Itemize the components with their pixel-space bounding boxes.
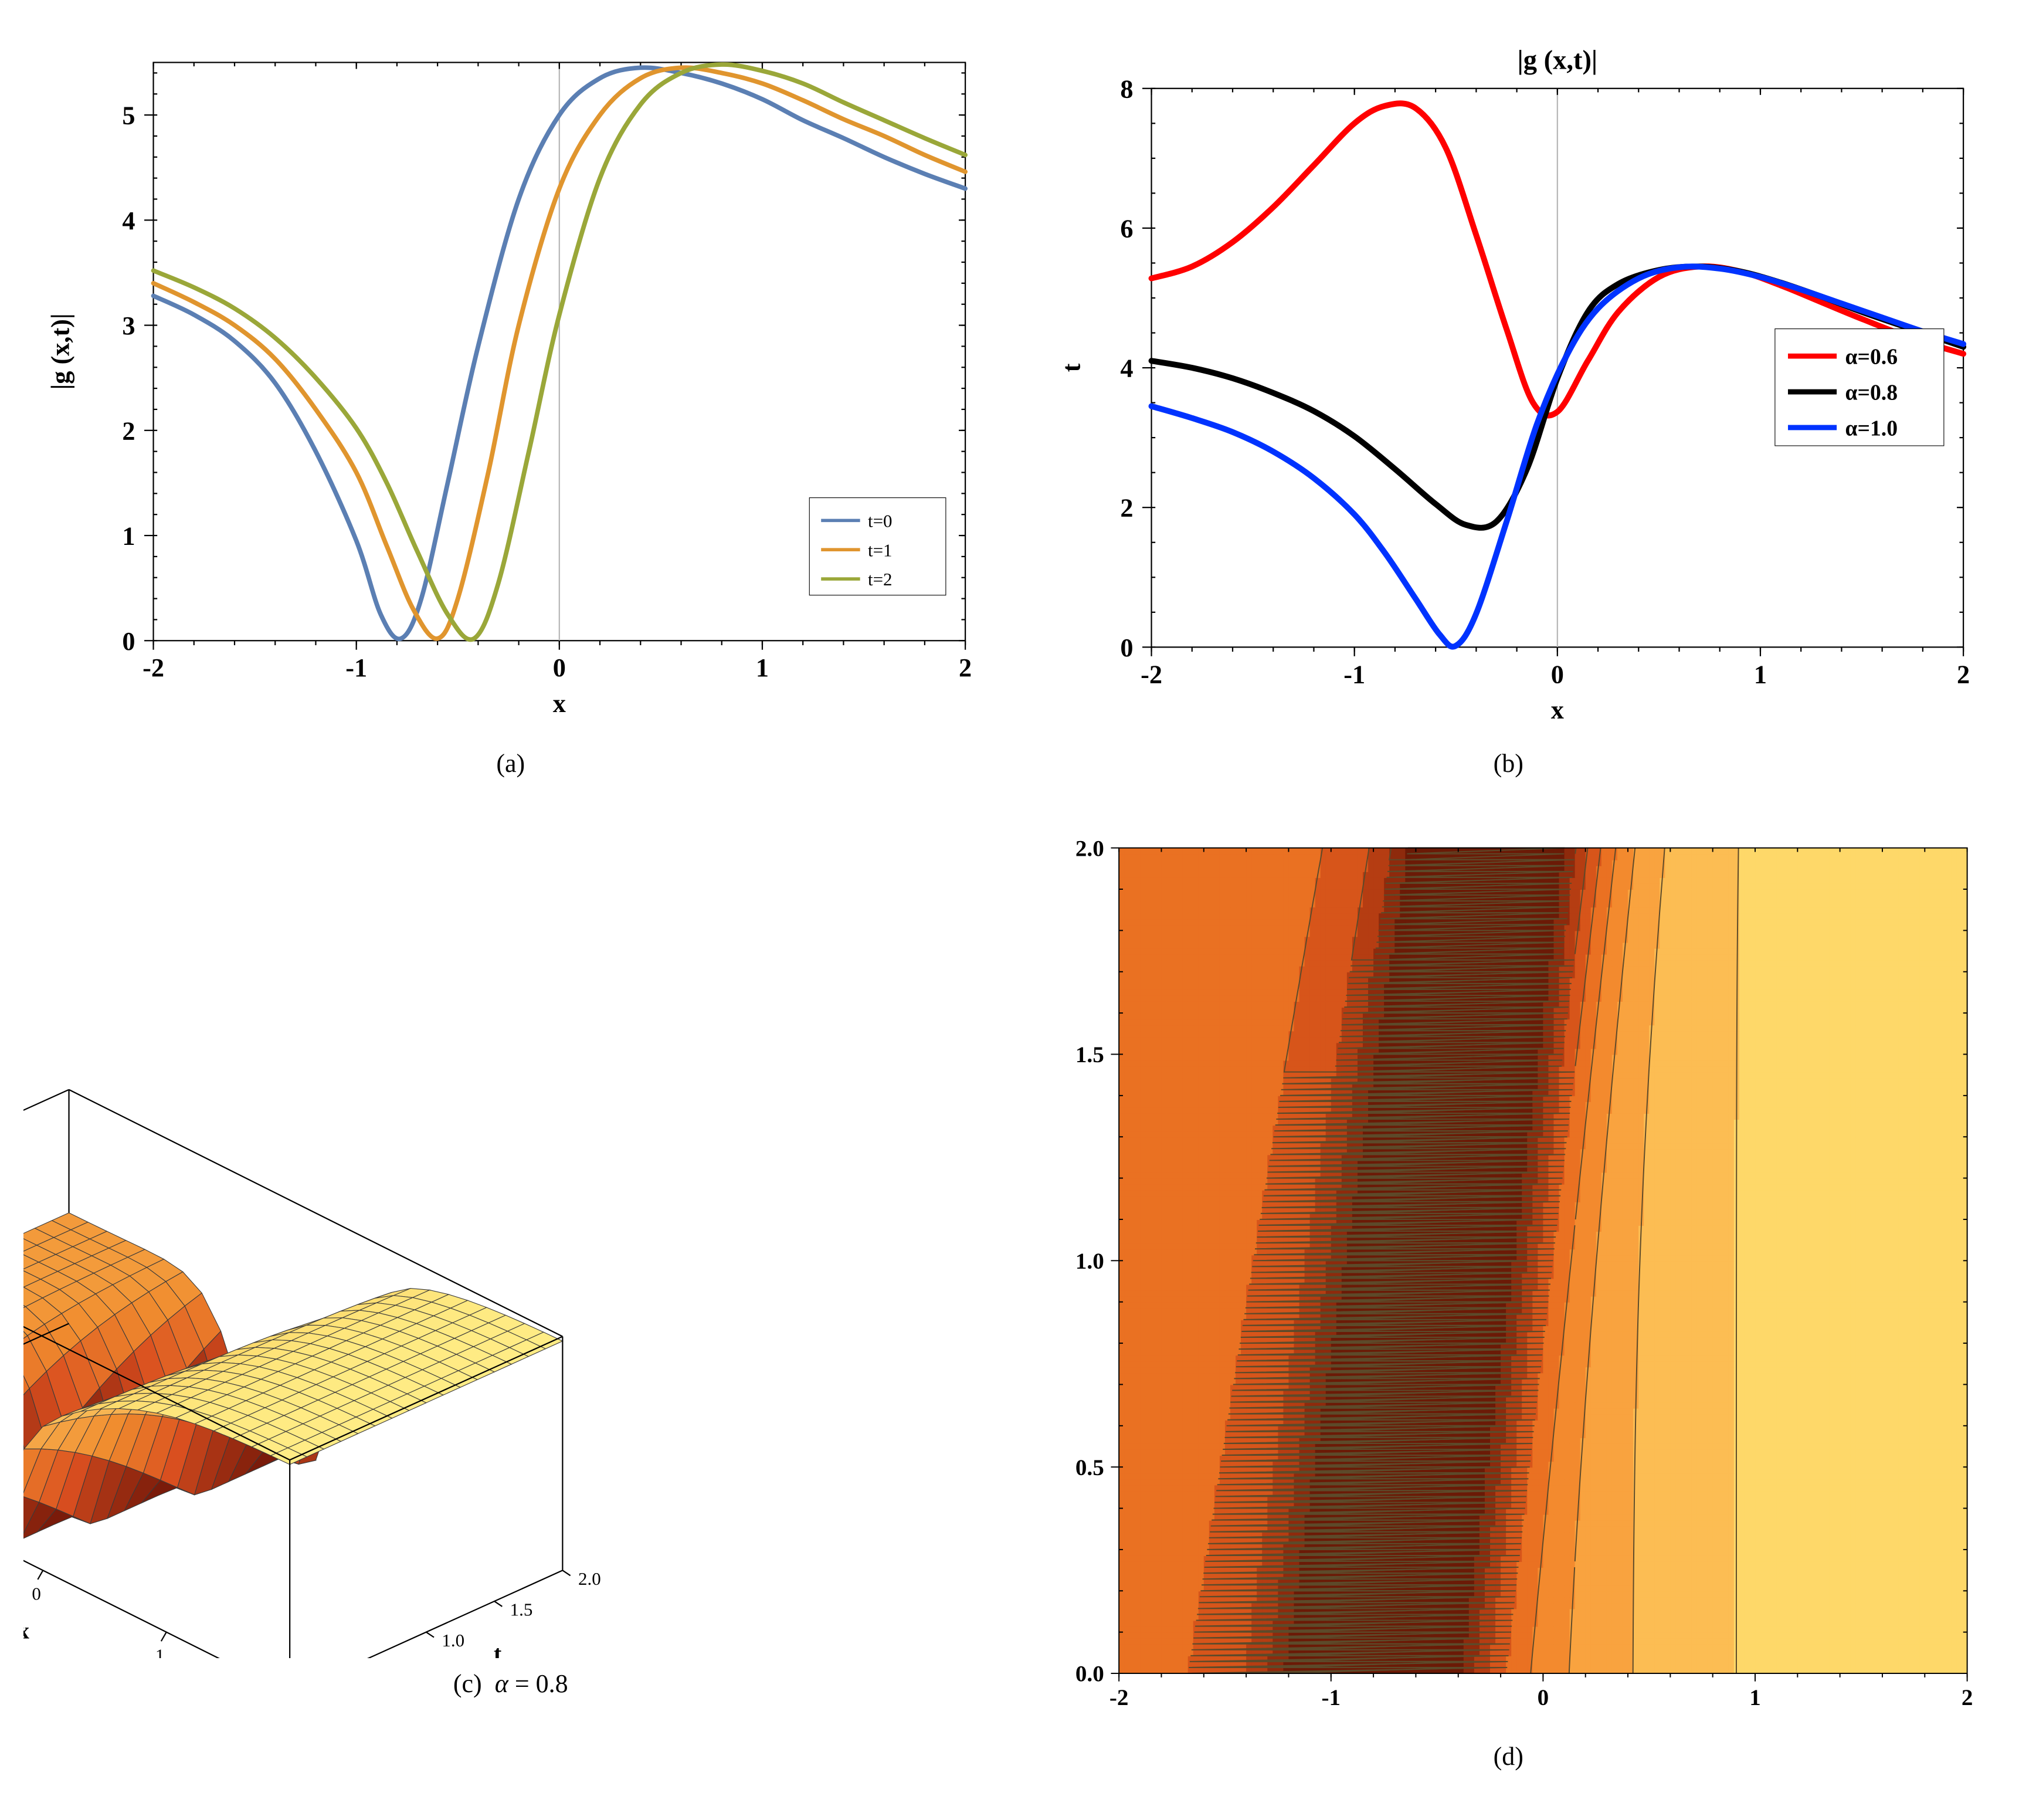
svg-text:0: 0 bbox=[32, 1584, 41, 1604]
panel-d: -2-10120.00.51.01.52.0 (d) bbox=[1022, 814, 1996, 1771]
svg-text:α=0.6: α=0.6 bbox=[1845, 344, 1898, 369]
svg-text:1: 1 bbox=[1753, 660, 1766, 689]
chart-b: |g (x,t)| -2 -1 0 1 2 0 2 4 6 8 x t α=0.6 α=0.8 α=1.0 bbox=[1022, 23, 1996, 738]
svg-text:x: x bbox=[23, 1618, 29, 1644]
svg-text:2: 2 bbox=[1957, 660, 1970, 689]
subcaption-d: (d) bbox=[1494, 1741, 1523, 1771]
svg-text:α=0.8: α=0.8 bbox=[1845, 380, 1898, 405]
svg-text:4: 4 bbox=[122, 206, 135, 235]
svg-text:1: 1 bbox=[155, 1645, 165, 1658]
svg-text:4: 4 bbox=[1120, 354, 1133, 383]
svg-text:t: t bbox=[494, 1641, 502, 1658]
chart-c: 2345-2-10120.00.51.01.52.0|g (x,t)|xt bbox=[23, 814, 998, 1658]
panel-c: 2345-2-10120.00.51.01.52.0|g (x,t)|xt (c… bbox=[23, 814, 998, 1771]
svg-text:α=1.0: α=1.0 bbox=[1845, 416, 1898, 440]
figure-grid: -2 -1 0 1 2 0 1 2 3 4 5 x |g (x,t)| t=0 t=1 t=2 (a) |g … bbox=[0, 0, 2019, 1795]
svg-text:2.0: 2.0 bbox=[578, 1568, 601, 1589]
svg-text:t=0: t=0 bbox=[868, 510, 893, 531]
svg-text:x: x bbox=[553, 689, 566, 718]
panel-a: -2 -1 0 1 2 0 1 2 3 4 5 x |g (x,t)| t=0 t=1 t=2 (a) bbox=[23, 23, 998, 778]
svg-text:1: 1 bbox=[122, 522, 135, 551]
svg-text:1: 1 bbox=[756, 653, 769, 682]
svg-text:x: x bbox=[1550, 696, 1563, 724]
subcaption-a: (a) bbox=[496, 748, 525, 778]
svg-text:0: 0 bbox=[553, 653, 566, 682]
svg-text:|g (x,t)|: |g (x,t)| bbox=[46, 313, 75, 389]
svg-text:-1: -1 bbox=[1343, 660, 1365, 689]
svg-text:6: 6 bbox=[1120, 214, 1133, 243]
svg-text:2: 2 bbox=[959, 653, 972, 682]
svg-text:t=1: t=1 bbox=[868, 540, 893, 560]
subcaption-c: (c) α = 0.8 bbox=[453, 1669, 568, 1699]
svg-text:0: 0 bbox=[122, 627, 135, 656]
chart-d: -2-10120.00.51.01.52.0 bbox=[1022, 814, 1996, 1731]
svg-text:-2: -2 bbox=[142, 653, 164, 682]
svg-text:8: 8 bbox=[1120, 74, 1133, 103]
svg-text:1.0: 1.0 bbox=[442, 1630, 464, 1650]
svg-text:0: 0 bbox=[1550, 660, 1563, 689]
subcaption-b: (b) bbox=[1494, 748, 1523, 778]
svg-text:t=2: t=2 bbox=[868, 569, 893, 589]
svg-text:t: t bbox=[1057, 363, 1085, 372]
svg-text:|g (x,t)|: |g (x,t)| bbox=[1517, 46, 1597, 76]
chart-a: -2 -1 0 1 2 0 1 2 3 4 5 x |g (x,t)| t=0 t=1 t=2 bbox=[23, 23, 998, 738]
svg-text:2: 2 bbox=[1120, 494, 1133, 523]
panel-b: |g (x,t)| -2 -1 0 1 2 0 2 4 6 8 x t α=0.6 α=0.8 α=1.0 (… bbox=[1022, 23, 1996, 778]
svg-text:5: 5 bbox=[122, 101, 135, 130]
svg-text:0: 0 bbox=[1120, 633, 1133, 662]
svg-text:-2: -2 bbox=[1141, 660, 1162, 689]
svg-text:2: 2 bbox=[122, 416, 135, 445]
svg-text:3: 3 bbox=[122, 311, 135, 340]
svg-text:-1: -1 bbox=[345, 653, 367, 682]
svg-text:1.5: 1.5 bbox=[510, 1599, 533, 1620]
subcaption-c-text: (c) α = 0.8 bbox=[453, 1669, 568, 1698]
